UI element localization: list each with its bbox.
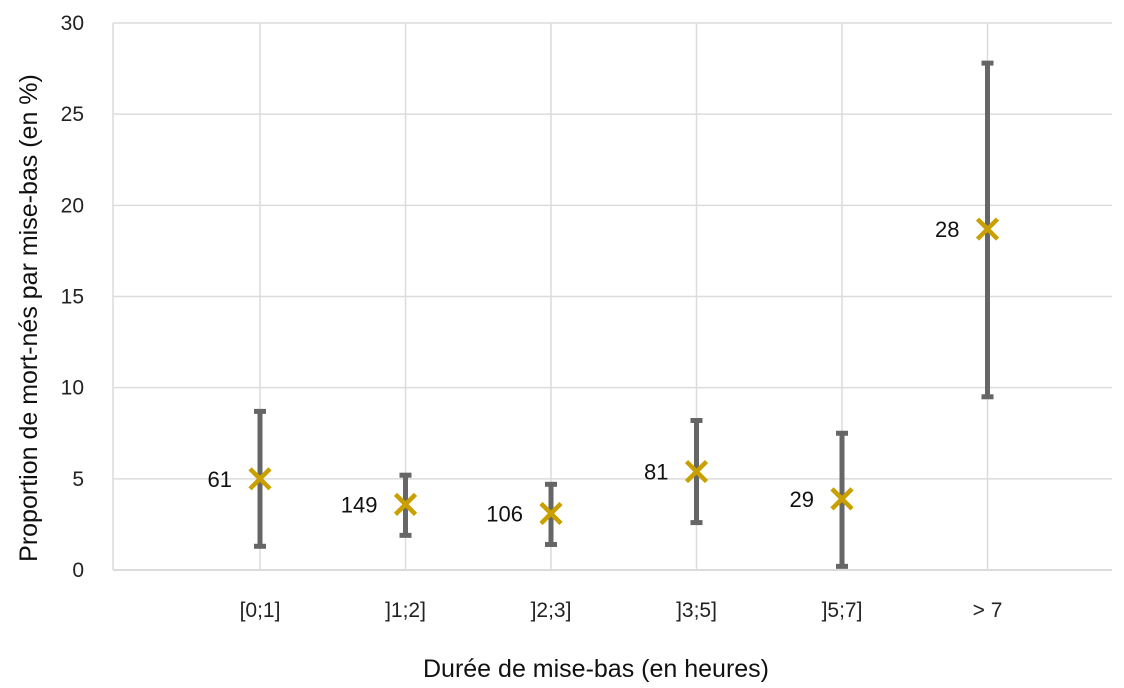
data-label: 106	[486, 501, 523, 526]
data-markers	[248, 217, 1000, 526]
data-point-marker	[248, 467, 272, 491]
data-labels: 61 149 106 81 29 28	[208, 217, 960, 526]
data-point-marker	[539, 501, 563, 526]
data-point-marker	[830, 487, 854, 511]
x-tick-label: ]3;5]	[676, 599, 717, 622]
data-label: 61	[208, 467, 232, 492]
marker-stroke	[539, 501, 563, 526]
x-tick-labels: [0;1] ]1;2] ]2;3] ]3;5] ]5;7] > 7	[240, 599, 1003, 622]
y-tick-label: 20	[61, 194, 84, 217]
marker-stroke	[830, 487, 854, 511]
data-point-marker	[975, 217, 1000, 241]
y-tick-label: 30	[61, 12, 84, 35]
x-tick-label: ]5;7]	[822, 599, 863, 622]
x-tick-label: ]2;3]	[531, 599, 572, 622]
y-tick-label: 15	[61, 286, 84, 309]
marker-stroke	[684, 459, 709, 484]
y-tick-labels: 0 5 10 15 20 25 30	[61, 12, 84, 582]
grid-layer	[112, 22, 1112, 571]
y-tick-label: 5	[72, 468, 84, 491]
data-label: 149	[341, 492, 378, 517]
y-axis-title: Proportion de mort-nés par mise-bas (en …	[15, 74, 43, 562]
error-bars	[254, 60, 994, 569]
marker-stroke	[248, 467, 272, 491]
marker-stroke	[975, 217, 1000, 241]
y-tick-label: 0	[72, 559, 84, 582]
data-point-marker	[684, 459, 709, 484]
y-tick-label: 25	[61, 103, 84, 126]
data-point-marker	[393, 492, 418, 516]
x-tick-label: [0;1]	[240, 599, 281, 622]
y-tick-label: 10	[61, 377, 84, 400]
x-axis-title: Durée de mise-bas (en heures)	[423, 655, 769, 683]
x-tick-label: > 7	[973, 599, 1003, 622]
data-label: 29	[790, 487, 814, 512]
x-tick-label: ]1;2]	[385, 599, 426, 622]
data-label: 28	[935, 217, 959, 242]
data-label: 81	[644, 460, 668, 485]
marker-stroke	[393, 492, 418, 516]
